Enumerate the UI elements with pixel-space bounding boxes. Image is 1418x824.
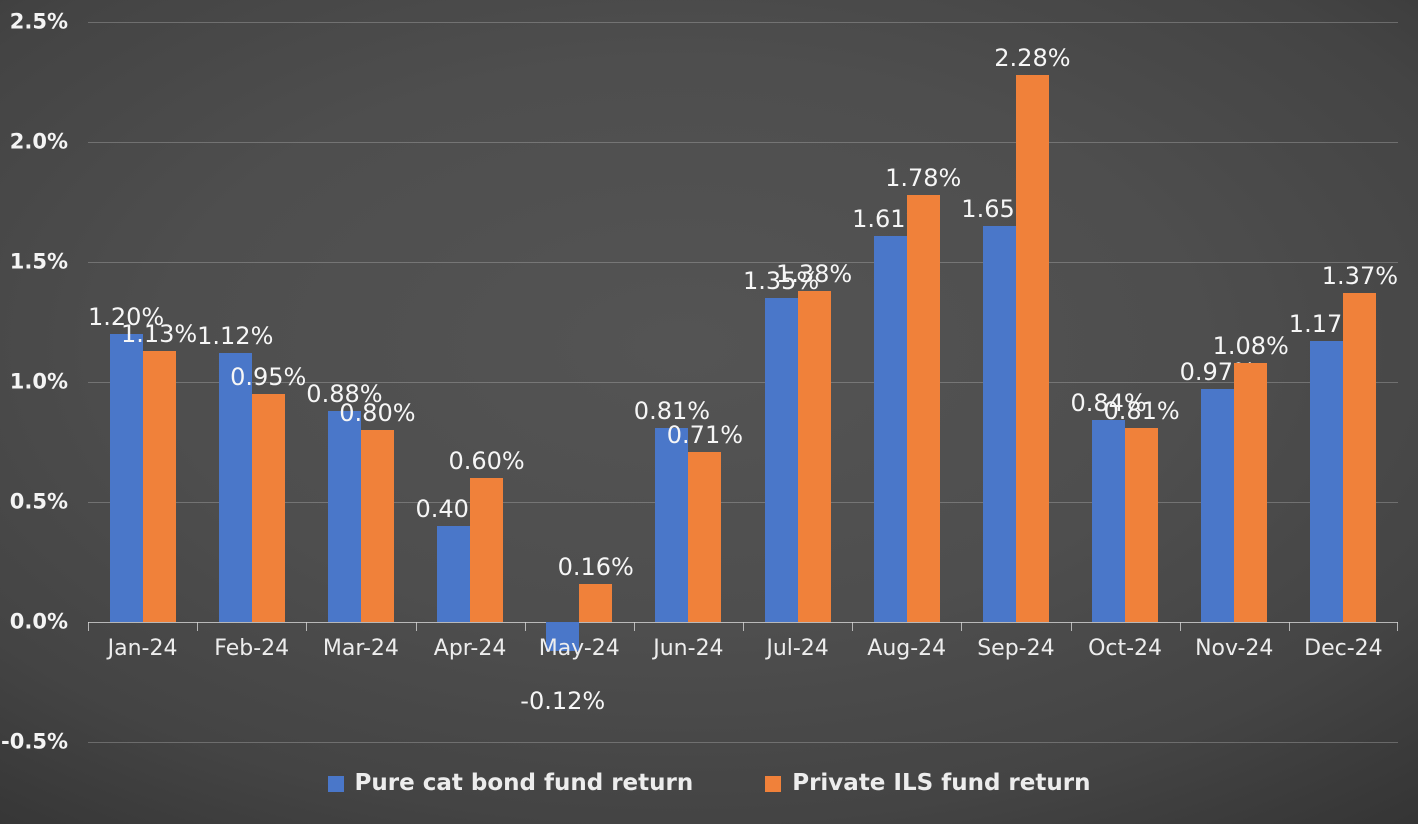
bar-series-0-apr-24[interactable] [437,526,471,622]
y-axis-tick-label: 2.0% [9,129,68,154]
chart-category-apr-24: 0.40% 0.60% Apr-24 [415,22,524,742]
chart-category-feb-24: 1.12% 0.95% Feb-24 [197,22,306,742]
chart-category-nov-24: 0.97% 1.08% Nov-24 [1180,22,1289,742]
chart-category-jun-24: 0.81% 0.71% Jun-24 [634,22,743,742]
legend-label-series-1: Private ILS fund return [792,770,1091,796]
x-axis-category-label: Dec-24 [1304,636,1383,661]
x-axis-category-label: Jan-24 [107,636,178,661]
gridline [88,22,1398,23]
x-axis-tick-mark [1071,622,1072,631]
gridline [88,502,1398,503]
y-axis-tick-label: 1.0% [9,369,68,394]
x-axis-category-label: Mar-24 [322,636,399,661]
x-axis-tick-mark [1180,622,1181,631]
bar-series-0-oct-24[interactable] [1092,420,1126,622]
x-axis-tick-mark [634,622,635,631]
x-axis-tick-mark [852,622,853,631]
data-label-series-1-dec-24: 1.37% [1321,262,1399,291]
legend-label-series-0: Pure cat bond fund return [354,770,694,796]
x-axis-category-label: Aug-24 [867,636,947,661]
x-axis-tick-mark [416,622,417,631]
bar-series-0-nov-24[interactable] [1201,389,1235,622]
bar-series-1-feb-24[interactable] [251,394,285,622]
data-label-series-0-feb-24: 1.12% [197,322,274,351]
chart-category-mar-24: 0.88% 0.80% Mar-24 [306,22,415,742]
y-axis-tick-label: 0.5% [9,489,68,514]
bar-series-1-nov-24[interactable] [1234,362,1268,622]
bar-series-1-oct-24[interactable] [1125,427,1159,622]
gridline [88,262,1398,263]
bar-series-0-feb-24[interactable] [218,353,252,622]
gridline [88,382,1398,383]
chart-category-sep-24: 1.65% 2.28% Sep-24 [961,22,1070,742]
x-axis-category-label: Jun-24 [653,636,724,661]
x-axis-tick-mark [961,622,962,631]
y-axis-tick-label: 1.5% [9,249,68,274]
x-axis-tick-mark [1397,622,1398,631]
x-axis-tick-mark [743,622,744,631]
gridline [88,742,1398,743]
bar-series-1-apr-24[interactable] [470,478,504,622]
chart-category-dec-24: 1.17% 1.37% Dec-24 [1289,22,1398,742]
bar-series-1-aug-24[interactable] [906,194,940,622]
x-axis-category-label: Jul-24 [766,636,829,661]
bar-series-0-dec-24[interactable] [1310,341,1344,622]
chart-category-jan-24: 1.20% 1.13% Jan-24 [88,22,197,742]
x-axis-tick-mark [88,622,89,631]
chart-category-jul-24: 1.35% 1.38% Jul-24 [743,22,852,742]
bar-series-0-jul-24[interactable] [764,298,798,622]
data-label-series-0-oct-24: 0.84% [1070,389,1147,418]
data-label-series-0-jun-24: 0.81% [633,396,711,425]
bar-series-0-mar-24[interactable] [327,410,361,622]
bar-series-1-may-24[interactable] [579,583,613,622]
bar-series-1-dec-24[interactable] [1343,293,1377,622]
plot-area: 2.5% 2.0% 1.5% 1.0% 0.5% 0.0% -0.5% 1.20% 1.13% J… [1,11,1398,752]
x-axis-tick-mark [197,622,198,631]
x-axis-category-label: Feb-24 [214,636,290,661]
x-axis-category-label: Nov-24 [1195,636,1274,661]
x-axis-category-label: May-24 [538,636,620,661]
bar-series-0-sep-24[interactable] [982,226,1016,622]
bar-series-1-jul-24[interactable] [797,290,831,622]
gridline [88,142,1398,143]
bar-series-1-jun-24[interactable] [688,451,722,622]
data-label-series-0-jan-24: 1.20% [87,303,165,331]
x-axis-tick-mark [306,622,307,631]
data-label-series-0-may-24: -0.12% [520,686,606,715]
bar-series-0-jun-24[interactable] [655,427,689,622]
bar-series-0-jan-24[interactable] [109,334,143,622]
x-axis-category-label: Sep-24 [977,636,1055,661]
chart-category-aug-24: 1.61% 1.78% Aug-24 [852,22,961,742]
bar-series-0-aug-24[interactable] [873,235,907,622]
bar-series-0-may-24[interactable] [546,622,580,651]
y-axis-tick-label: -0.5% [1,729,68,754]
legend-swatch-icon-series-1 [765,775,782,792]
chart-category-oct-24: 0.84% 0.81% Oct-24 [1070,22,1179,742]
legend-item-pure-cat-bond-fund-return[interactable]: Pure cat bond fund return [327,770,694,796]
data-label-series-0-jul-24: 1.35% [742,267,820,295]
x-axis-tick-mark [525,622,526,631]
y-axis-tick-label: 0.0% [9,609,68,634]
data-label-series-0-mar-24: 0.88% [306,379,383,408]
legend-item-private-ils-fund-return[interactable]: Private ILS fund return [765,772,1090,795]
x-axis-category-label: Oct-24 [1088,636,1163,661]
chart-legend: Pure cat bond fund return Private ILS fu… [0,772,1418,795]
legend-swatch-icon-series-0 [327,775,344,792]
x-axis-tick-mark [1289,622,1290,631]
bar-series-1-sep-24[interactable] [1015,74,1049,622]
bar-series-1-jan-24[interactable] [142,350,176,622]
chart-category-may-24: -0.12% 0.16% May-24 [520,22,634,742]
bar-series-1-mar-24[interactable] [360,430,394,622]
x-axis-category-label: Apr-24 [433,636,507,661]
y-axis-tick-label: 2.5% [9,9,68,34]
